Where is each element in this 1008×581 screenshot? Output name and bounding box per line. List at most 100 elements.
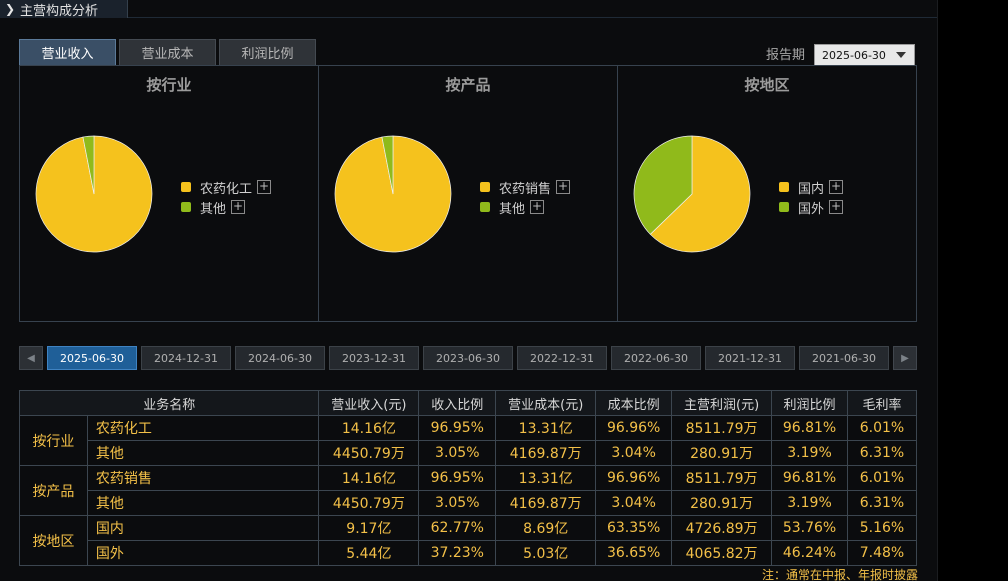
- pie-slice[interactable]: [633, 135, 693, 235]
- cell: 53.76%: [771, 515, 848, 541]
- table-row: 按行业 农药化工 14.16亿 96.95% 13.31亿 96.96% 851…: [19, 415, 918, 466]
- pie-chart: [633, 135, 751, 253]
- cell: 6.01%: [846, 415, 918, 441]
- plus-icon[interactable]: +: [556, 179, 571, 194]
- pie-chart: [334, 135, 452, 253]
- legend-item: 农药销售 +: [480, 177, 571, 197]
- cell: 5.03亿: [495, 540, 597, 566]
- cell: 3.05%: [418, 440, 497, 466]
- disclosure-note: 注：通常在中报、年报时披露: [762, 568, 919, 581]
- tab-profit-ratio[interactable]: 利润比例: [219, 39, 316, 65]
- chart-region: 按地区 国内 + 国外 +: [618, 66, 916, 321]
- period-select[interactable]: 2025-06-30: [814, 44, 915, 66]
- date-button[interactable]: 2023-06-30: [423, 346, 513, 370]
- date-button[interactable]: 2024-06-30: [235, 346, 325, 370]
- legend-swatch: [779, 182, 789, 192]
- pie-slice[interactable]: [649, 135, 751, 253]
- group-label: 按产品: [19, 465, 88, 516]
- cell: 3.04%: [595, 440, 673, 466]
- right-sidebar: [937, 0, 1008, 581]
- plus-icon[interactable]: +: [231, 199, 246, 214]
- legend-item: 其他 +: [181, 197, 271, 217]
- period-label: 报告期: [766, 48, 806, 63]
- cell: 96.95%: [418, 465, 497, 491]
- chart-title: 按产品: [445, 76, 491, 94]
- tab-revenue[interactable]: 营业收入: [19, 39, 116, 65]
- plus-icon[interactable]: +: [530, 199, 545, 214]
- cell: 4726.89万: [671, 515, 773, 541]
- pie-slice[interactable]: [381, 135, 394, 195]
- col-header: 主营利润(元): [671, 390, 773, 416]
- cell: 9.17亿: [318, 515, 420, 541]
- col-header: 业务名称: [18, 390, 320, 416]
- legend-item: 国内 +: [779, 177, 844, 197]
- plus-icon[interactable]: +: [829, 179, 844, 194]
- plus-icon[interactable]: +: [829, 199, 844, 214]
- cell: 4450.79万: [318, 440, 420, 466]
- cell: 4450.79万: [318, 490, 420, 516]
- next-arrow-icon[interactable]: ▶: [893, 346, 917, 370]
- date-button[interactable]: 2021-06-30: [799, 346, 889, 370]
- cell: 36.65%: [595, 540, 673, 566]
- date-button[interactable]: 2023-12-31: [329, 346, 419, 370]
- legend-swatch: [480, 182, 490, 192]
- col-header: 营业收入(元): [318, 390, 420, 416]
- prev-arrow-icon[interactable]: ◀: [19, 346, 43, 370]
- legend-item: 其他 +: [480, 197, 570, 217]
- cell: 4169.87万: [495, 490, 597, 516]
- legend-label: 国外: [798, 201, 825, 217]
- main-panel: ❯ 主营构成分析 营业收入 营业成本 利润比例 报告期 2025-06-30 按…: [0, 0, 937, 581]
- cell: 13.31亿: [495, 465, 597, 491]
- cell: 农药化工: [86, 415, 320, 441]
- col-header: 营业成本(元): [495, 390, 597, 416]
- cell: 62.77%: [418, 515, 497, 541]
- cell: 14.16亿: [318, 415, 420, 441]
- chart-industry: 按行业 农药化工 + 其他 +: [20, 66, 319, 321]
- cell: 8511.79万: [671, 465, 773, 491]
- plus-icon[interactable]: +: [257, 179, 272, 194]
- cell: 3.19%: [771, 440, 848, 466]
- cell: 其他: [86, 440, 320, 466]
- table-row: 国外 5.44亿 37.23% 5.03亿 36.65% 4065.82万 46…: [20, 540, 918, 566]
- legend-swatch: [181, 202, 191, 212]
- cell: 5.44亿: [318, 540, 420, 566]
- panel-title: 主营构成分析: [20, 3, 99, 19]
- chart-title: 按地区: [744, 76, 790, 94]
- date-button[interactable]: 2024-12-31: [141, 346, 231, 370]
- chevron-right-icon: ❯: [4, 2, 16, 16]
- date-button[interactable]: 2021-12-31: [705, 346, 795, 370]
- date-button[interactable]: 2022-06-30: [611, 346, 701, 370]
- table-row: 其他 4450.79万 3.05% 4169.87万 3.04% 280.91万…: [20, 490, 918, 516]
- cell: 6.31%: [846, 440, 918, 466]
- table-row: 按产品 农药销售 14.16亿 96.95% 13.31亿 96.96% 851…: [19, 465, 918, 516]
- cell: 37.23%: [418, 540, 497, 566]
- cell: 6.01%: [846, 465, 918, 491]
- cell: 其他: [86, 490, 320, 516]
- title-tab[interactable]: ❯ 主营构成分析: [0, 0, 128, 19]
- group-label: 按地区: [19, 515, 88, 566]
- legend-swatch: [779, 202, 789, 212]
- date-button[interactable]: 2025-06-30: [47, 346, 137, 370]
- legend-swatch: [480, 202, 490, 212]
- composition-table: 业务名称 营业收入(元) 收入比例 营业成本(元) 成本比例 主营利润(元) 利…: [18, 390, 918, 566]
- date-button[interactable]: 2022-12-31: [517, 346, 607, 370]
- legend-label: 其他: [200, 201, 227, 217]
- cell: 国内: [86, 515, 320, 541]
- chevron-down-icon: [896, 52, 906, 58]
- cell: 280.91万: [671, 490, 773, 516]
- cell: 96.96%: [595, 465, 673, 491]
- pie-slice[interactable]: [82, 135, 95, 195]
- col-header: 成本比例: [595, 390, 673, 416]
- cell: 7.48%: [846, 540, 918, 566]
- cell: 8.69亿: [495, 515, 597, 541]
- table-row: 按地区 国内 9.17亿 62.77% 8.69亿 63.35% 4726.89…: [19, 515, 918, 566]
- chart-product: 按产品 农药销售 + 其他 +: [319, 66, 618, 321]
- table-header-row: 业务名称 营业收入(元) 收入比例 营业成本(元) 成本比例 主营利润(元) 利…: [18, 390, 918, 416]
- tab-cost[interactable]: 营业成本: [119, 39, 216, 65]
- pie-chart: [35, 135, 153, 253]
- legend-item: 农药化工 +: [181, 177, 272, 197]
- cell: 3.19%: [771, 490, 848, 516]
- cell: 14.16亿: [318, 465, 420, 491]
- chart-legend: 农药化工 + 其他 +: [181, 177, 272, 217]
- charts-area: 按行业 农药化工 + 其他 + 按产品: [19, 65, 917, 322]
